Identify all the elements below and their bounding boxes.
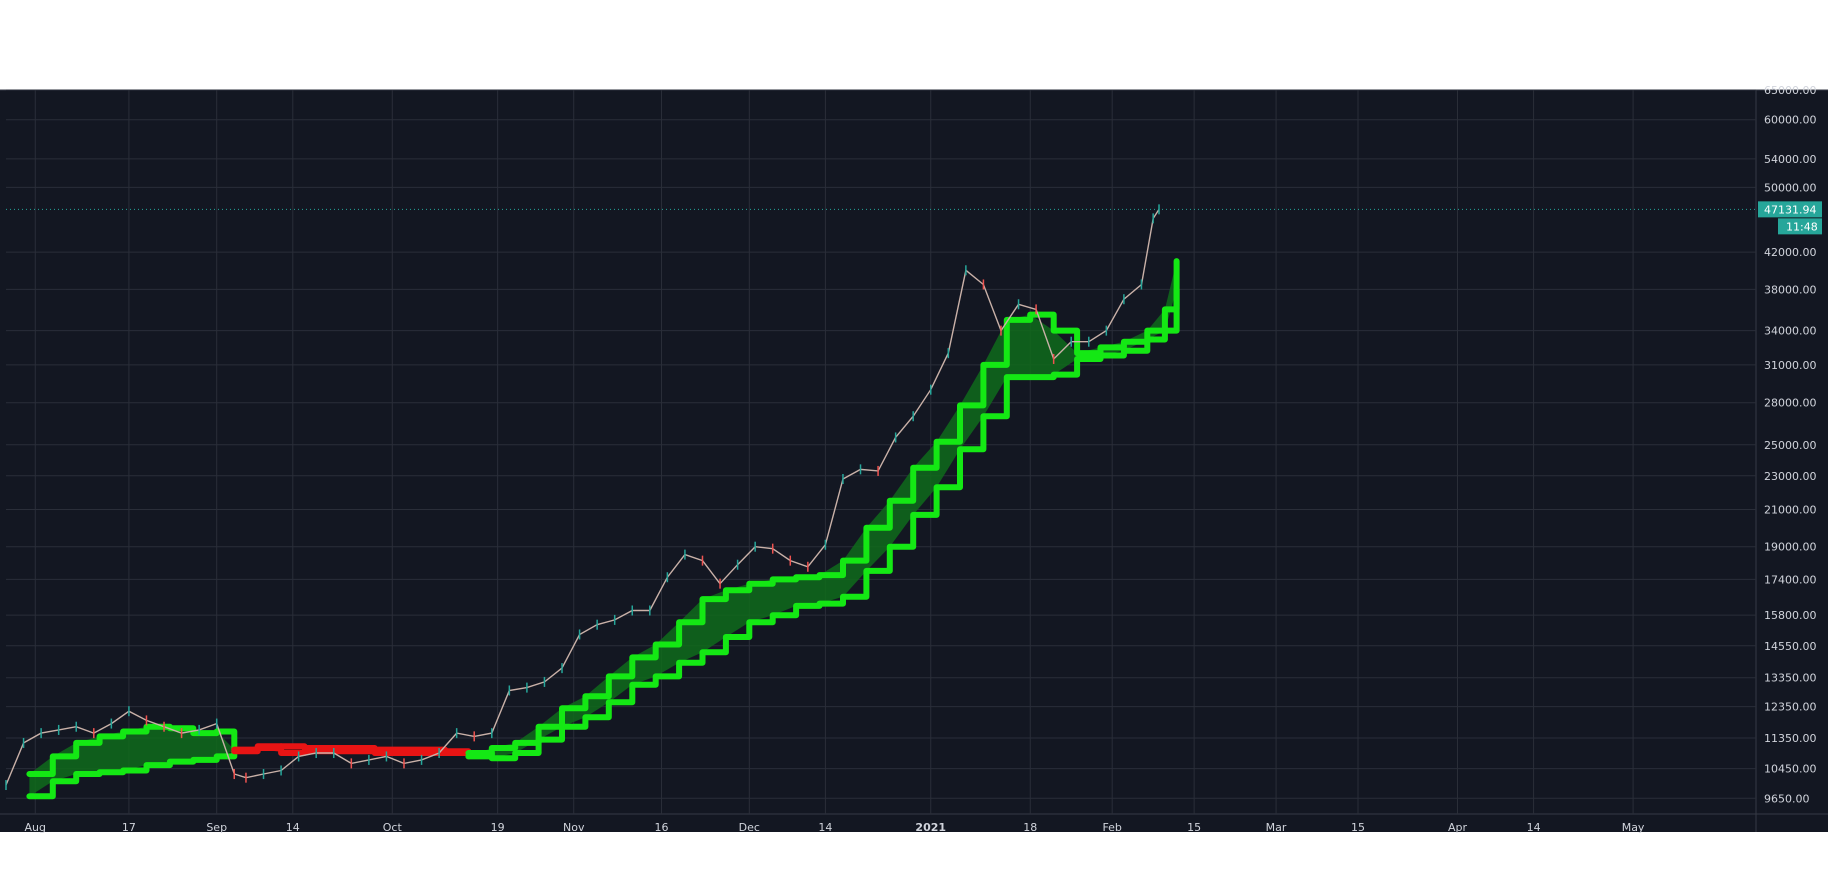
- y-tick-label: 19000.00: [1764, 541, 1817, 554]
- grid-lines: [0, 89, 1828, 832]
- last-price-tag: [1758, 201, 1822, 218]
- y-tick-label: 38000.00: [1764, 283, 1817, 296]
- cloud-upper-line-bull: [465, 258, 1180, 760]
- x-tick-label: Apr: [1448, 821, 1468, 834]
- y-tick-label: 14550.00: [1764, 640, 1817, 653]
- x-tick-label: 19: [491, 821, 505, 834]
- y-tick-label: 42000.00: [1764, 246, 1817, 259]
- y-tick-label: 23000.00: [1764, 470, 1817, 483]
- x-tick-label: 14: [1527, 821, 1541, 834]
- y-tick-label: 12350.00: [1764, 701, 1817, 714]
- y-tick-label: 9650.00: [1764, 792, 1810, 805]
- y-tick-label: 11350.00: [1764, 732, 1817, 745]
- y-tick-label: 10450.00: [1764, 763, 1817, 776]
- x-tick-label: Aug: [25, 821, 46, 834]
- y-axis[interactable]: 65000.00 60000.00 54000.00 50000.00 42000.00…: [1764, 84, 1817, 805]
- x-tick-label: 18: [1023, 821, 1037, 834]
- x-tick-label: 16: [655, 821, 669, 834]
- y-tick-label: 13350.00: [1764, 672, 1817, 685]
- cloud-layer: [26, 258, 1180, 800]
- x-tick-label: 17: [122, 821, 136, 834]
- y-tick-label: 17400.00: [1764, 573, 1817, 586]
- y-tick-label: 28000.00: [1764, 397, 1817, 410]
- x-tick-label: Nov: [563, 821, 585, 834]
- cloud-fill-bull: [468, 261, 1177, 759]
- chart-background: [0, 90, 1828, 832]
- cloud-lower-line-bull: [465, 286, 1180, 762]
- x-tick-label: May: [1622, 821, 1645, 834]
- x-tick-label: Mar: [1266, 821, 1287, 834]
- x-tick-label: Sep: [206, 821, 227, 834]
- x-axis[interactable]: Aug 17 Sep 14 Oct 19 Nov 16 Dec 14 2021 18 Feb 15 Mar 1…: [25, 821, 1645, 834]
- y-tick-label: 25000.00: [1764, 439, 1817, 452]
- cloud-lower-line-bear: [231, 743, 472, 756]
- price-line: [5, 209, 1160, 786]
- countdown-label: 11:48: [1786, 220, 1818, 233]
- x-tick-label: Oct: [383, 821, 403, 834]
- y-tick-label: 31000.00: [1764, 359, 1817, 372]
- x-tick-label: 15: [1351, 821, 1365, 834]
- y-tick-label: 15800.00: [1764, 609, 1817, 622]
- y-tick-label: 60000.00: [1764, 114, 1817, 127]
- y-tick-label: 21000.00: [1764, 504, 1817, 517]
- x-tick-label: 14: [818, 821, 832, 834]
- x-tick-label: Feb: [1102, 821, 1121, 834]
- price-layer: [5, 204, 1160, 791]
- cloud-lower-line-bull: [26, 748, 238, 800]
- last-price-marker: 47131.94 11:48: [6, 201, 1822, 235]
- y-tick-label: 34000.00: [1764, 325, 1817, 338]
- last-price-label: 47131.94: [1764, 203, 1817, 216]
- y-tick-label: 50000.00: [1764, 181, 1817, 194]
- y-tick-label: 65000.00: [1764, 84, 1817, 97]
- x-tick-label: 15: [1187, 821, 1201, 834]
- countdown-tag: [1778, 218, 1822, 235]
- y-tick-label: 54000.00: [1764, 153, 1817, 166]
- x-tick-label: 2021: [915, 821, 946, 834]
- cloud-upper-line-bull: [26, 723, 238, 777]
- x-tick-label: 14: [286, 821, 300, 834]
- x-tick-label: Dec: [739, 821, 760, 834]
